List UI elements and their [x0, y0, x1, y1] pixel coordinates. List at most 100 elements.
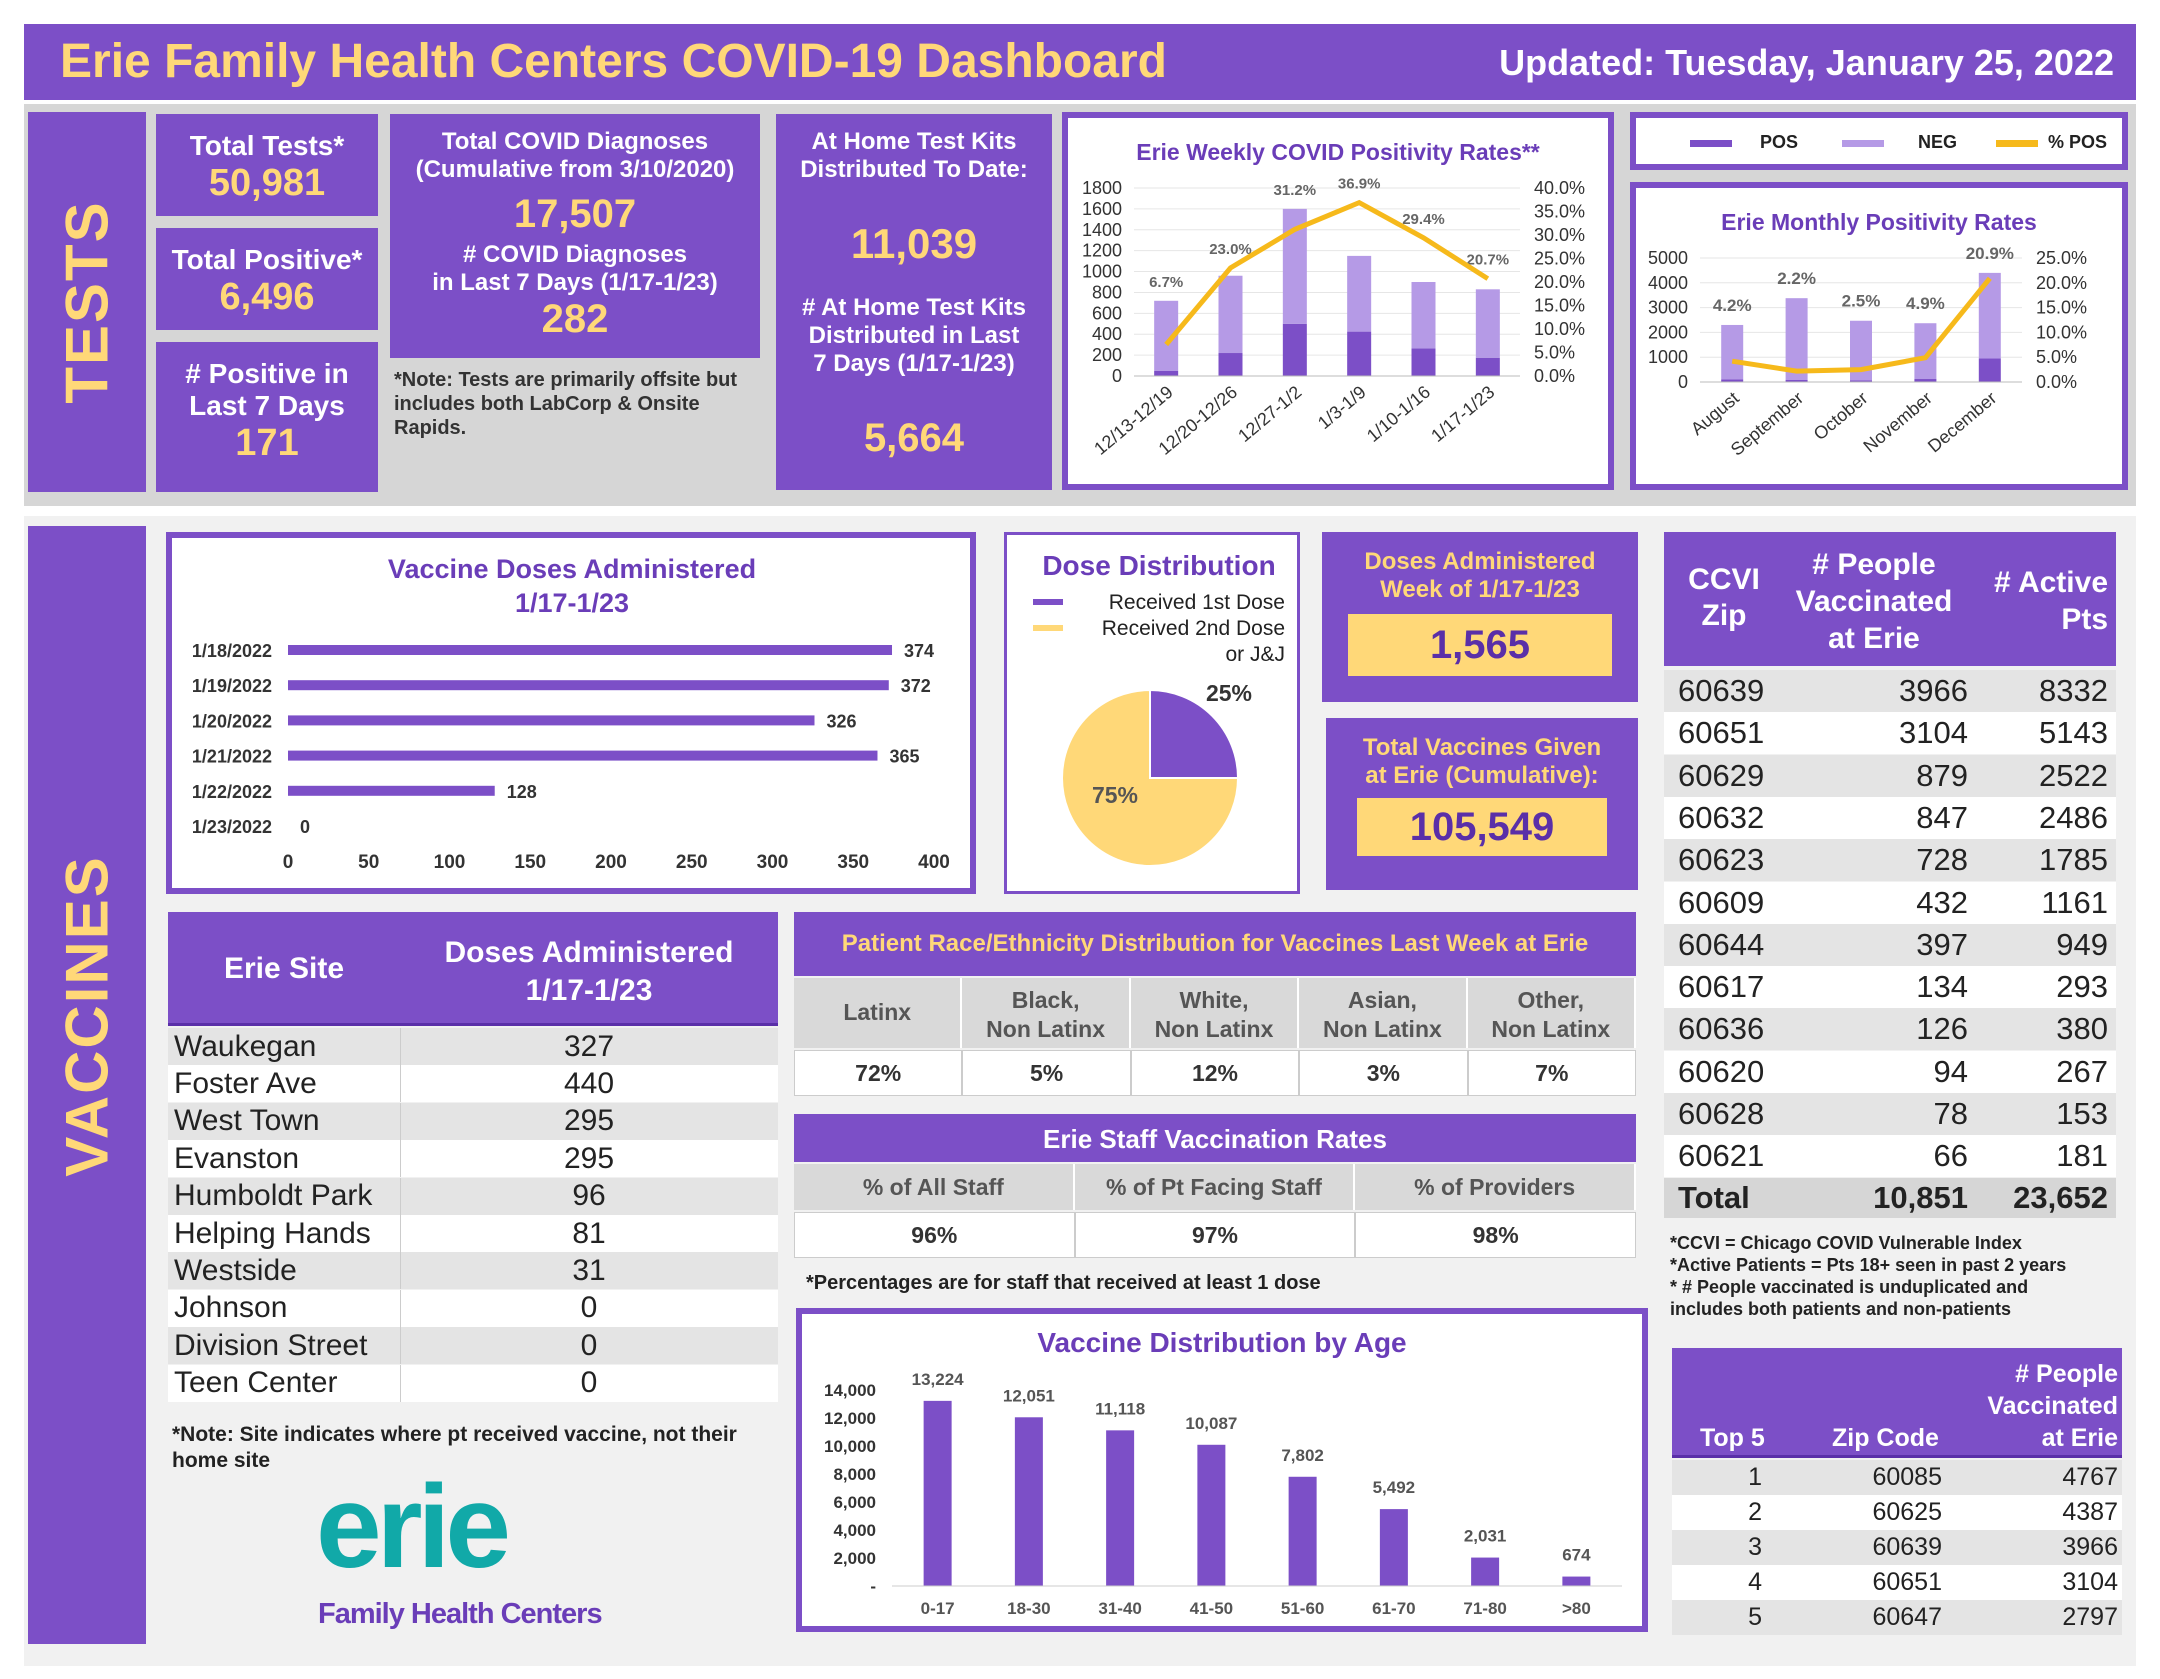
site-name: Division Street: [174, 1328, 368, 1362]
y-tick-label: 0: [1678, 372, 1688, 392]
site-name: Waukegan: [174, 1029, 317, 1063]
staff-vaccination-table: Erie Staff Vaccination Rates % of All St…: [794, 1114, 1636, 1258]
x-tick-label: 71-80: [1463, 1599, 1506, 1618]
ccvi-zip: 60621: [1678, 1138, 1765, 1174]
staff-header: % of Providers: [1355, 1164, 1636, 1210]
ccvi-row: 60629 879 2522: [1664, 754, 2116, 797]
race-header-line-1: White,: [1179, 987, 1249, 1013]
x-tick-label: November: [1860, 388, 1936, 457]
covid-diagnoses-box: Total COVID Diagnoses (Cumulative from 3…: [390, 114, 760, 358]
top5-row: 3 60639 3966: [1672, 1530, 2122, 1565]
ccvi-active: 293: [2056, 969, 2108, 1005]
staff-value: 96%: [794, 1212, 1075, 1258]
top5-rank: 2: [1748, 1498, 1762, 1526]
site-doses: 96: [572, 1179, 606, 1213]
y-tick-label: 1/18/2022: [192, 641, 272, 661]
pct-label: 20.7%: [1467, 252, 1510, 269]
ccvi-active: 267: [2056, 1053, 2108, 1089]
x-tick-label: 51-60: [1281, 1599, 1324, 1618]
weekly-positivity-panel: Erie Weekly COVID Positivity Rates** 0 200…: [1062, 112, 1614, 490]
y-tick-label: 1400: [1082, 220, 1122, 240]
ccvi-header: CCVI Zip # People Vaccinated at Erie # Acti…: [1664, 532, 2116, 666]
ccvi-row: 60623 728 1785: [1664, 839, 2116, 882]
site-name: Humboldt Park: [174, 1179, 373, 1213]
top5-zip: 60625: [1872, 1498, 1942, 1526]
race-header: Black, Non Latinx: [962, 978, 1131, 1048]
ccvi-row: 60609 432 1161: [1664, 881, 2116, 924]
ccvi-active: 153: [2056, 1096, 2108, 1131]
ccvi-zip: 60620: [1678, 1053, 1765, 1089]
age-value-label: 13,224: [912, 1370, 965, 1389]
site-divider: [400, 1327, 401, 1365]
top5-vaccinated: 2797: [2062, 1603, 2118, 1631]
top5-vaccinated: 4767: [2062, 1463, 2118, 1491]
site-doses: 440: [563, 1066, 615, 1100]
site-doses: 31: [572, 1253, 606, 1287]
site-doses: 0: [580, 1366, 598, 1400]
race-header: White, Non Latinx: [1130, 978, 1300, 1048]
pos-bar: [1282, 323, 1307, 376]
pct-label: 4.2%: [1713, 296, 1752, 315]
y-tick-label: 6,000: [833, 1493, 876, 1512]
ccvi-vaccinated: 3104: [1899, 715, 1968, 751]
page-title: Erie Family Health Centers COVID-19 Dash…: [60, 35, 1167, 88]
site-divider: [400, 1177, 401, 1215]
chart-title: Erie Weekly COVID Positivity Rates**: [1136, 139, 1540, 165]
race-header-line-2: Non Latinx: [1322, 1016, 1442, 1042]
top5-rank: 5: [1748, 1603, 1762, 1631]
x-tick-label: 250: [676, 852, 708, 873]
legend-first-dose-label: Received 1st Dose: [1109, 591, 1285, 614]
top5-rank: 4: [1748, 1568, 1762, 1596]
neg-bar: [1785, 298, 1808, 381]
dose-bar: [288, 645, 893, 655]
x-tick-label: 0: [283, 852, 294, 873]
site-divider: [400, 1252, 401, 1290]
top5-vaccinated: 3966: [2062, 1533, 2118, 1561]
legend-pos-label: POS: [1760, 132, 1799, 152]
ccvi-active: 8332: [2039, 673, 2108, 708]
ccvi-zip: 60651: [1678, 715, 1765, 751]
x-tick-label: 31-40: [1098, 1599, 1141, 1618]
race-header: Latinx: [794, 978, 963, 1048]
x-tick-label: 18-30: [1007, 1599, 1050, 1618]
x-tick-label: 1/17-1/23: [1427, 382, 1498, 446]
ccvi-row: 60644 397 949: [1664, 923, 2116, 966]
site-doses: 295: [563, 1141, 615, 1175]
dose-distribution-chart: Dose Distribution Received 1st Dose Receiv…: [1033, 550, 1285, 867]
pos-bar: [1218, 353, 1243, 376]
x-tick-label: 150: [514, 852, 546, 873]
chart-title: Dose Distribution: [1042, 550, 1275, 581]
ccvi-vaccinated: 728: [1916, 842, 1968, 878]
y-tick-label: 1000: [1082, 262, 1122, 282]
dose-label: 128: [507, 782, 537, 802]
top5-row: 4 60651 3104: [1672, 1565, 2122, 1600]
pct-label: 2.2%: [1777, 269, 1816, 288]
pct-label: 36.9%: [1338, 176, 1381, 193]
x-tick-label: 50: [358, 852, 379, 873]
x-tick-label: 350: [837, 852, 869, 873]
site-doses: 81: [572, 1216, 606, 1250]
ccvi-table: CCVI Zip # People Vaccinated at Erie # Acti…: [1664, 532, 2116, 1222]
x-tick-label: 300: [757, 852, 789, 873]
x-tick-label: 61-70: [1372, 1599, 1415, 1618]
race-header-line-2: Non Latinx: [986, 1016, 1105, 1042]
top5-zip: 60639: [1872, 1533, 1942, 1561]
dose-bar: [288, 715, 815, 726]
y-tick-label: 600: [1092, 303, 1122, 323]
vaccines-section-label: VACCINES: [28, 526, 146, 1644]
ccvi-active: 949: [2056, 926, 2108, 962]
ccvi-vaccinated: 879: [1916, 757, 1968, 793]
x-tick-label: December: [1924, 388, 2000, 457]
erie-logo-sub: Family Health Centers: [318, 1598, 603, 1630]
y-tick-label: 5000: [1648, 248, 1688, 268]
y-tick-label: 1600: [1082, 199, 1122, 219]
monthly-positivity-chart: Erie Monthly Positivity Rates 0 1000 2000 30…: [1648, 209, 2087, 460]
site-table-body: Waukegan 327 Foster Ave 440 West Town 295 Evan…: [168, 1028, 778, 1402]
x-tick-label: 41-50: [1190, 1599, 1233, 1618]
race-value: 3%: [1299, 1050, 1468, 1096]
ccvi-row: 60628 78 153: [1664, 1093, 2116, 1135]
y2-tick-label: 20.0%: [1534, 272, 1585, 292]
ccvi-vaccinated: 94: [1933, 1053, 1968, 1089]
doses-week-value: 1,565: [1348, 614, 1612, 676]
pos-bar: [1850, 380, 1872, 382]
